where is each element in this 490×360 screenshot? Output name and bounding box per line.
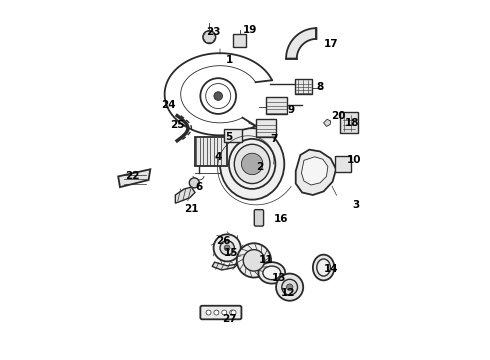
- Text: 12: 12: [281, 288, 295, 297]
- FancyBboxPatch shape: [200, 306, 242, 319]
- Polygon shape: [301, 157, 328, 185]
- Circle shape: [230, 310, 235, 315]
- FancyBboxPatch shape: [267, 97, 287, 114]
- Text: 18: 18: [345, 118, 360, 128]
- Polygon shape: [296, 150, 336, 195]
- FancyBboxPatch shape: [224, 129, 243, 142]
- FancyBboxPatch shape: [295, 79, 312, 94]
- Ellipse shape: [263, 266, 281, 280]
- Circle shape: [203, 31, 216, 44]
- Polygon shape: [286, 28, 317, 59]
- Circle shape: [220, 241, 234, 255]
- Text: 7: 7: [270, 134, 277, 144]
- Circle shape: [214, 234, 241, 261]
- Ellipse shape: [220, 128, 284, 200]
- Text: 9: 9: [288, 105, 295, 115]
- Circle shape: [237, 243, 271, 278]
- Text: 27: 27: [222, 314, 236, 324]
- Text: 19: 19: [243, 25, 258, 35]
- Circle shape: [206, 310, 211, 315]
- Text: 21: 21: [184, 203, 199, 213]
- Polygon shape: [212, 262, 238, 270]
- Text: 8: 8: [317, 82, 324, 92]
- FancyBboxPatch shape: [256, 119, 276, 137]
- Polygon shape: [175, 187, 195, 203]
- Text: 22: 22: [125, 171, 140, 181]
- Polygon shape: [323, 119, 331, 126]
- Circle shape: [242, 153, 263, 175]
- Text: 13: 13: [272, 273, 286, 283]
- Text: 17: 17: [323, 39, 338, 49]
- Text: 3: 3: [352, 200, 360, 210]
- Text: 2: 2: [256, 162, 263, 172]
- FancyBboxPatch shape: [340, 112, 358, 133]
- Text: 11: 11: [259, 255, 274, 265]
- Circle shape: [282, 279, 297, 295]
- Text: 14: 14: [323, 264, 338, 274]
- Circle shape: [243, 249, 265, 271]
- Circle shape: [214, 92, 222, 100]
- FancyBboxPatch shape: [233, 34, 246, 47]
- Text: 5: 5: [225, 132, 233, 142]
- Text: 1: 1: [225, 55, 233, 65]
- Circle shape: [276, 274, 303, 301]
- Text: 25: 25: [170, 120, 184, 130]
- Circle shape: [224, 245, 230, 251]
- Text: 15: 15: [223, 248, 238, 258]
- FancyBboxPatch shape: [335, 156, 351, 172]
- Text: 26: 26: [217, 236, 231, 246]
- Polygon shape: [118, 169, 150, 187]
- Circle shape: [222, 310, 227, 315]
- FancyBboxPatch shape: [254, 210, 264, 226]
- Ellipse shape: [313, 255, 334, 280]
- Circle shape: [189, 178, 199, 188]
- Ellipse shape: [317, 259, 330, 276]
- Circle shape: [231, 310, 236, 315]
- Circle shape: [287, 284, 293, 291]
- Text: 10: 10: [347, 156, 361, 165]
- Ellipse shape: [258, 262, 285, 284]
- Text: 6: 6: [195, 182, 202, 192]
- Text: 23: 23: [206, 27, 220, 37]
- Text: 20: 20: [331, 111, 345, 121]
- Text: 16: 16: [273, 214, 288, 224]
- Text: 24: 24: [161, 100, 176, 110]
- Text: 4: 4: [215, 152, 222, 162]
- Circle shape: [214, 310, 219, 315]
- FancyBboxPatch shape: [195, 137, 227, 166]
- Ellipse shape: [234, 144, 270, 184]
